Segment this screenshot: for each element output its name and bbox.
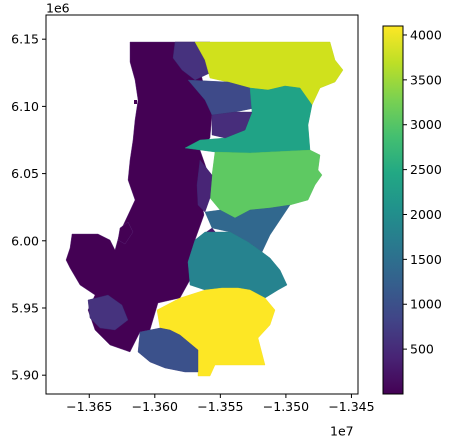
- y-tick-label: 6.00: [11, 233, 39, 248]
- colorbar-tick-label: 4000: [410, 27, 442, 42]
- colorbar-tick-label: 500: [410, 342, 434, 357]
- x-tick-label: −1.355: [197, 399, 243, 414]
- y-tick-label: 5.90: [11, 368, 39, 383]
- x-offset-label: 1e7: [330, 424, 354, 439]
- colorbar-tick-label: 2000: [410, 207, 442, 222]
- colorbar-tick-label: 2500: [410, 162, 442, 177]
- map-plot-area: −1.365 −1.360 −1.355 −1.350 −1.345 5.90 5.95 6…: [11, 1, 374, 439]
- x-tick-label: −1.365: [66, 399, 112, 414]
- map-region-west-districts: [65, 41, 213, 353]
- plot-frame: [45, 14, 359, 395]
- y-axis-ticks: 5.90 5.95 6.00 6.05 6.10 6.15: [11, 32, 46, 383]
- map-region-central-green: [209, 149, 323, 219]
- y-tick-label: 6.15: [11, 32, 39, 47]
- y-tick-label: 6.10: [11, 99, 39, 114]
- x-tick-label: −1.350: [263, 399, 309, 414]
- map-region-islet: [134, 100, 137, 104]
- x-axis-ticks: −1.365 −1.360 −1.355 −1.350 −1.345: [66, 394, 375, 414]
- map-region-island: [117, 221, 134, 245]
- y-offset-label: 1e6: [46, 1, 70, 16]
- colorbar-tick-label: 3500: [410, 72, 442, 87]
- y-tick-label: 6.05: [11, 166, 39, 181]
- x-tick-label: −1.360: [132, 399, 178, 414]
- colorbar-tick-label: 1500: [410, 252, 442, 267]
- map-regions: [65, 41, 344, 377]
- map-region-southwest: [87, 294, 129, 331]
- colorbar-gradient: [382, 25, 404, 395]
- map-region-east-purple-1: [196, 159, 213, 213]
- x-tick-label: −1.345: [328, 399, 374, 414]
- colorbar: 500 1000 1500 2000 2500 3000 3500 4000: [382, 25, 442, 395]
- colorbar-ticks: 500 1000 1500 2000 2500 3000 3500 4000: [403, 27, 442, 357]
- y-tick-label: 5.95: [11, 300, 39, 315]
- map-region-northeast-blue: [187, 79, 256, 116]
- map-region-pocket-purple: [211, 111, 253, 139]
- colorbar-tick-label: 1000: [410, 297, 442, 312]
- map-region-far-south-blue: [137, 327, 199, 373]
- colorbar-tick-label: 3000: [410, 117, 442, 132]
